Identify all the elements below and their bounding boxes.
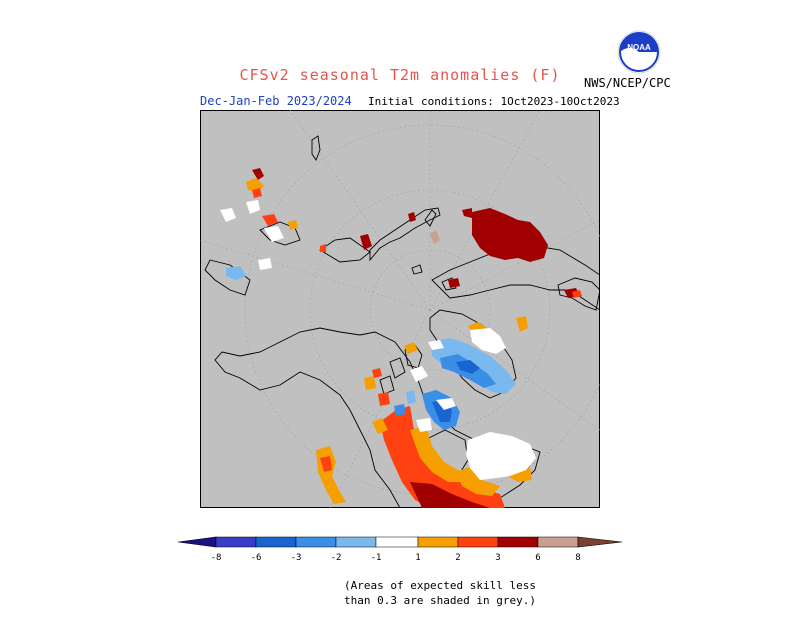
footnote-line-2: than 0.3 are shaded in grey.)	[343, 594, 537, 607]
noaa-logo: NOAA	[617, 30, 661, 74]
neutral-anomalies	[220, 200, 536, 480]
svg-text:NOAA: NOAA	[627, 43, 651, 52]
polar-map	[200, 110, 600, 508]
legend-tick: -1	[371, 553, 382, 563]
season-label: Dec-Jan-Feb 2023/2024	[200, 94, 352, 108]
legend-tick: 8	[575, 553, 580, 563]
legend-tick: -8	[211, 553, 222, 563]
legend-swatch-above-max	[577, 536, 623, 548]
legend-swatch-neutral	[375, 536, 419, 548]
legend-tick: 3	[495, 553, 500, 563]
legend-tick: -6	[251, 553, 262, 563]
legend-tick: 1	[415, 553, 420, 563]
anomaly-patch-plus3-siberia	[472, 208, 548, 262]
legend-tick: 6	[535, 553, 540, 563]
organization-label: NWS/NCEP/CPC	[584, 76, 671, 90]
initial-conditions-label: Initial conditions: 1Oct2023-10Oct2023	[368, 95, 620, 108]
footnote-line-1: (Areas of expected skill less	[343, 579, 537, 592]
legend-swatch-below-min	[177, 536, 217, 548]
chart-title: CFSv2 seasonal T2m anomalies (F)	[239, 66, 561, 84]
legend-tick: -3	[291, 553, 302, 563]
legend-tick: -2	[331, 553, 342, 563]
legend-tick: 2	[455, 553, 460, 563]
skill-footnote: (Areas of expected skill less than 0.3 a…	[330, 578, 550, 608]
color-scale-legend: -8 -6 -3 -2 -1 1 2 3 6 8	[177, 536, 623, 563]
anomaly-patch-neutral-hudson	[466, 432, 536, 480]
